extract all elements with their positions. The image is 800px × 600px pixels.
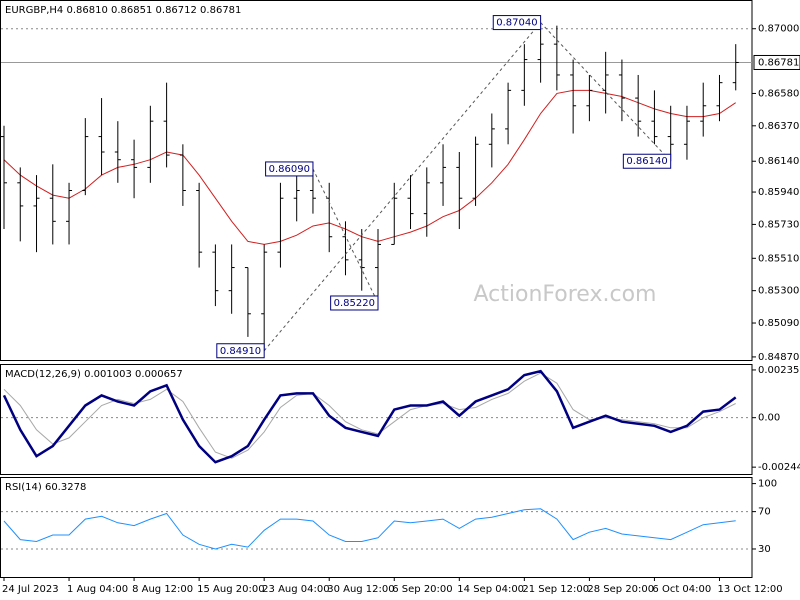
y-tick-label: 0.85940 [758, 187, 799, 198]
x-tick-label: 14 Sep 04:00 [457, 584, 524, 595]
annotation: 0.85220 [330, 295, 379, 311]
annotation: 0.86090 [265, 161, 314, 177]
y-tick-label: 30 [758, 544, 771, 555]
annotation-box [265, 161, 314, 177]
annotation: 0.87040 [492, 15, 542, 31]
y-tick-label: 0.85510 [758, 253, 799, 264]
y-tick-label: 70 [758, 507, 771, 518]
moving-average [3, 89, 736, 245]
panel-title: RSI(14) 60.3278 [5, 482, 86, 493]
y-tick-label: 100 [758, 479, 777, 490]
macd-line [2, 369, 737, 464]
y-tick-label: 0.85300 [758, 286, 799, 297]
x-tick-label: 30 Aug 12:00 [327, 584, 394, 595]
x-tick-label: 8 Aug 12:00 [132, 584, 193, 595]
x-tick-label: 23 Aug 04:00 [262, 584, 329, 595]
x-tick-label: 13 Oct 12:00 [717, 584, 782, 595]
annotation-label: 0.86090 [269, 164, 310, 175]
x-tick-label: 24 Jul 2023 [2, 584, 59, 595]
panel-title: MACD(12,26,9) 0.001003 0.000657 [5, 369, 183, 380]
annotation-label: 0.85220 [334, 298, 375, 309]
last-price-box [753, 54, 800, 70]
signal-line [3, 372, 736, 459]
last-price-label: 0.86781 [758, 57, 799, 68]
annotation-label: 0.87040 [496, 18, 537, 29]
x-tick-label: 21 Sep 12:00 [522, 584, 589, 595]
watermark: ActionForex.com [474, 282, 657, 307]
annotation-box [492, 15, 542, 31]
trend-line [540, 22, 672, 162]
annotation: 0.84910 [216, 343, 265, 359]
y-tick-label: 0.87000 [758, 24, 799, 35]
annotation: 0.86140 [622, 153, 672, 169]
x-tick-label: 28 Sep 20:00 [587, 584, 654, 595]
y-tick-label: 0.00 [758, 413, 780, 424]
annotation-label: 0.86140 [626, 156, 667, 167]
x-tick-label: 1 Aug 04:00 [67, 584, 128, 595]
macd-panel [0, 364, 753, 475]
y-tick-label: -0.002442 [758, 462, 800, 473]
rsi-panel [0, 477, 753, 578]
x-tick-label: 6 Sep 20:00 [392, 584, 452, 595]
y-tick-label: 0.86370 [758, 121, 799, 132]
annotation-box [622, 153, 672, 169]
y-tick-label: 0.85730 [758, 219, 799, 230]
annotation-box [330, 295, 379, 311]
y-tick-label: 0.85090 [758, 318, 799, 329]
y-tick-label: 0.86140 [758, 156, 799, 167]
y-tick-label: 0.86580 [758, 88, 799, 99]
x-tick-label: 15 Aug 20:00 [197, 584, 264, 595]
y-tick-label: 0.84870 [758, 352, 799, 363]
panel-title: EURGBP,H4 0.86810 0.86851 0.86712 0.8678… [5, 5, 241, 16]
price-panel [0, 0, 753, 361]
x-tick-label: 6 Oct 04:00 [652, 584, 711, 595]
annotation-box [216, 343, 265, 359]
y-tick-label: 0.002356 [758, 365, 800, 376]
annotation-label: 0.84910 [220, 346, 261, 357]
trend-line [312, 168, 379, 304]
rsi-line [3, 508, 736, 550]
